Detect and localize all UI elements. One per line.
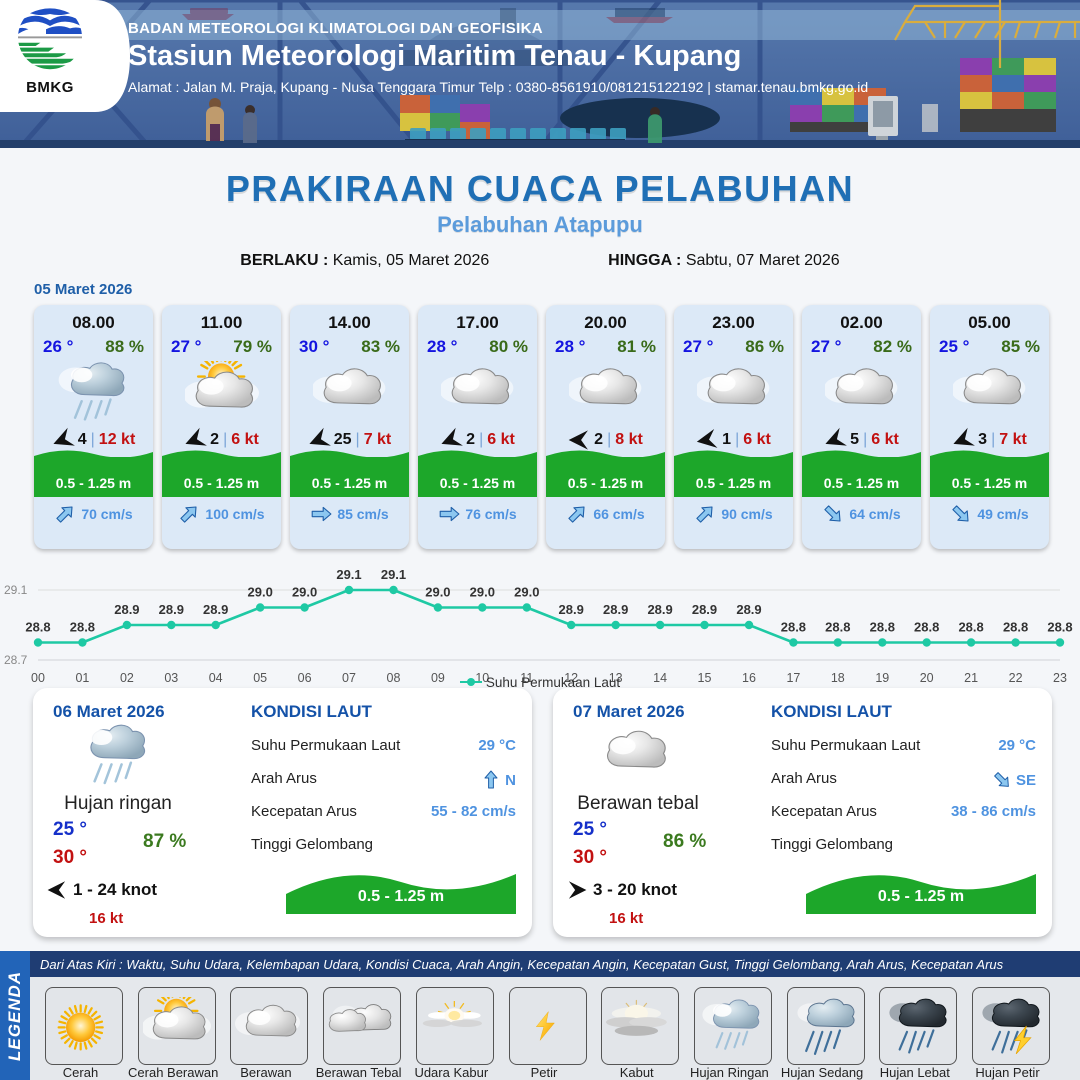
svg-text:16: 16 <box>742 671 756 685</box>
svg-text:20: 20 <box>920 671 934 685</box>
svg-text:19: 19 <box>875 671 889 685</box>
svg-text:28.9: 28.9 <box>203 602 228 617</box>
svg-text:06: 06 <box>298 671 312 685</box>
svg-text:28.8: 28.8 <box>958 620 983 635</box>
svg-text:15: 15 <box>698 671 712 685</box>
svg-text:28.9: 28.9 <box>114 602 139 617</box>
svg-text:23: 23 <box>1053 671 1067 685</box>
svg-text:28.7: 28.7 <box>4 653 28 667</box>
svg-text:28.9: 28.9 <box>692 602 717 617</box>
svg-text:04: 04 <box>209 671 223 685</box>
svg-text:08: 08 <box>387 671 401 685</box>
svg-text:28.9: 28.9 <box>559 602 584 617</box>
svg-text:28.8: 28.8 <box>25 620 50 635</box>
svg-text:28.9: 28.9 <box>736 602 761 617</box>
svg-text:02: 02 <box>120 671 134 685</box>
svg-text:01: 01 <box>75 671 89 685</box>
svg-text:29.0: 29.0 <box>514 585 539 600</box>
svg-text:03: 03 <box>164 671 178 685</box>
svg-text:28.9: 28.9 <box>603 602 628 617</box>
svg-text:28.8: 28.8 <box>870 620 895 635</box>
svg-text:17: 17 <box>786 671 800 685</box>
svg-text:28.8: 28.8 <box>781 620 806 635</box>
svg-text:29.0: 29.0 <box>292 585 317 600</box>
svg-text:05: 05 <box>253 671 267 685</box>
svg-text:29.1: 29.1 <box>4 583 28 597</box>
svg-text:07: 07 <box>342 671 356 685</box>
svg-text:29.0: 29.0 <box>248 585 273 600</box>
svg-text:29.1: 29.1 <box>336 567 361 582</box>
svg-text:29.0: 29.0 <box>425 585 450 600</box>
svg-text:28.9: 28.9 <box>647 602 672 617</box>
svg-text:28.8: 28.8 <box>825 620 850 635</box>
svg-text:28.8: 28.8 <box>1047 620 1072 635</box>
svg-text:09: 09 <box>431 671 445 685</box>
svg-text:21: 21 <box>964 671 978 685</box>
svg-text:28.8: 28.8 <box>1003 620 1028 635</box>
svg-text:14: 14 <box>653 671 667 685</box>
svg-text:28.8: 28.8 <box>914 620 939 635</box>
svg-text:28.8: 28.8 <box>70 620 95 635</box>
svg-text:00: 00 <box>31 671 45 685</box>
svg-text:22: 22 <box>1009 671 1023 685</box>
svg-text:29.0: 29.0 <box>470 585 495 600</box>
svg-text:28.9: 28.9 <box>159 602 184 617</box>
svg-text:18: 18 <box>831 671 845 685</box>
svg-text:29.1: 29.1 <box>381 567 406 582</box>
